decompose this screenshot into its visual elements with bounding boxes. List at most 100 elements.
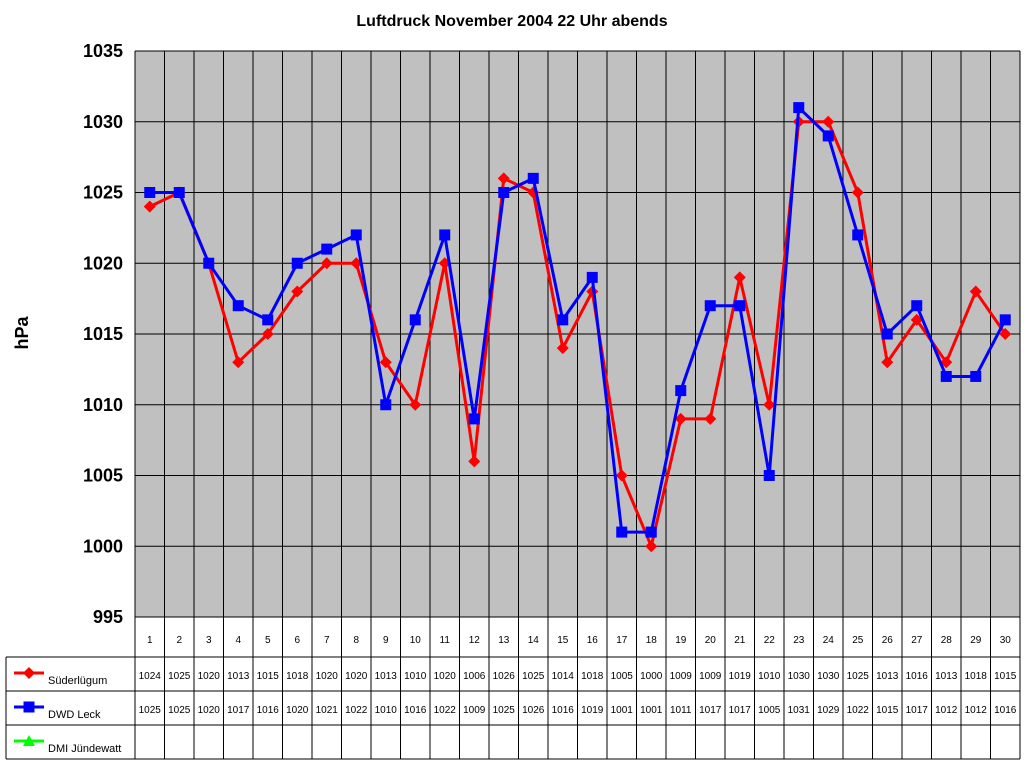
data-point <box>704 300 716 312</box>
data-label: 1020 <box>198 705 221 716</box>
data-point <box>557 314 569 326</box>
data-point <box>940 370 952 382</box>
x-tick-label: 15 <box>557 635 569 646</box>
x-tick-label: 23 <box>793 635 805 646</box>
data-label: 1025 <box>522 671 545 682</box>
data-point <box>262 314 274 326</box>
y-tick-label: 1015 <box>83 324 123 344</box>
data-label: 1018 <box>965 671 988 682</box>
x-tick-label: 10 <box>410 635 422 646</box>
data-point <box>203 257 215 269</box>
series-line <box>149 120 1007 548</box>
data-point <box>409 398 422 411</box>
series-2 <box>144 102 1011 538</box>
y-tick-label: 1010 <box>83 395 123 415</box>
data-point <box>291 257 303 269</box>
data-point <box>498 187 510 198</box>
x-tick-label: 19 <box>675 635 687 646</box>
data-label: 1021 <box>316 705 339 716</box>
data-point <box>586 271 598 283</box>
data-label: 1015 <box>994 671 1017 682</box>
data-point <box>881 328 893 340</box>
data-label: 1016 <box>552 705 575 716</box>
data-point <box>645 526 657 538</box>
x-tick-label: 29 <box>970 635 982 646</box>
x-tick-label: 1 <box>147 635 153 646</box>
data-label: 1025 <box>493 705 516 716</box>
data-point <box>321 243 333 255</box>
y-tick-label: 1020 <box>83 253 123 273</box>
data-point <box>468 413 480 425</box>
data-label: 1016 <box>906 671 929 682</box>
data-label: 1030 <box>817 671 840 682</box>
x-tick-label: 16 <box>587 635 599 646</box>
data-label: 1016 <box>994 705 1017 716</box>
y-axis: 995 1000 1005 1010 1015 1020 1025 1030 1035 <box>83 41 123 627</box>
chart-title: Luftdruck November 2004 22 Uhr abends <box>356 13 667 30</box>
data-label: 1022 <box>345 705 368 716</box>
data-point <box>734 300 746 312</box>
y-tick-label: 1000 <box>83 536 123 556</box>
x-tick-label: 11 <box>440 635 451 646</box>
x-tick-label: 12 <box>469 635 481 646</box>
data-label: 1012 <box>965 705 988 716</box>
data-label: 1001 <box>611 705 634 716</box>
data-point <box>409 314 421 326</box>
x-tick-label: 26 <box>882 635 894 646</box>
data-label: 1014 <box>552 671 575 682</box>
data-point <box>379 356 392 369</box>
x-tick-label: 28 <box>941 635 953 646</box>
data-point <box>852 229 864 241</box>
y-axis-label: hPa <box>12 316 32 350</box>
x-tick-label: 13 <box>498 635 510 646</box>
data-point <box>497 172 510 185</box>
x-tick-label: 3 <box>206 635 212 646</box>
x-tick-label: 2 <box>176 635 182 646</box>
x-tick-label: 21 <box>734 635 746 646</box>
data-point <box>439 229 451 241</box>
legend-key-marker <box>23 701 35 713</box>
data-point <box>144 187 156 198</box>
data-point <box>232 300 244 312</box>
x-tick-label: 5 <box>265 635 271 646</box>
data-label: 1018 <box>581 671 604 682</box>
data-point <box>911 300 923 312</box>
x-tick-label: 24 <box>823 635 835 646</box>
data-point <box>822 130 834 142</box>
data-label: 1005 <box>758 705 781 716</box>
data-point <box>527 172 539 184</box>
data-point <box>556 342 569 355</box>
data-point <box>763 398 776 411</box>
data-point <box>704 412 717 425</box>
data-label: 1019 <box>581 705 604 716</box>
data-label: 1019 <box>729 671 752 682</box>
data-label: 1006 <box>463 671 486 682</box>
data-point <box>940 356 953 369</box>
data-point <box>822 115 835 128</box>
data-label: 1026 <box>493 671 516 682</box>
legend-entry: DWD Leck <box>48 709 101 721</box>
x-tick-label: 9 <box>383 635 389 646</box>
data-point <box>261 328 274 340</box>
x-tick-label: 14 <box>528 635 540 646</box>
data-label: 1017 <box>729 705 752 716</box>
x-tick-label: 20 <box>705 635 717 646</box>
data-point <box>999 328 1012 340</box>
data-point <box>350 229 362 241</box>
x-tick-label: 27 <box>911 635 923 646</box>
legend-key-marker <box>23 667 35 679</box>
data-point <box>645 540 658 553</box>
data-label: 1009 <box>670 671 693 682</box>
data-label: 1025 <box>168 705 191 716</box>
data-label: 1010 <box>758 671 781 682</box>
data-label: 1015 <box>876 705 899 716</box>
data-label: 1000 <box>640 671 663 682</box>
data-point <box>380 399 392 411</box>
data-point <box>969 285 982 298</box>
data-label: 1009 <box>463 705 486 716</box>
data-table: 1 2 3 4 5 6 7 8 9 10 11 12 13 14 15 16 17 18 19 20 21 22 23 24 2… <box>5 617 1021 760</box>
data-point <box>999 314 1011 326</box>
y-tick-label: 1025 <box>83 183 123 203</box>
data-point <box>616 526 628 538</box>
